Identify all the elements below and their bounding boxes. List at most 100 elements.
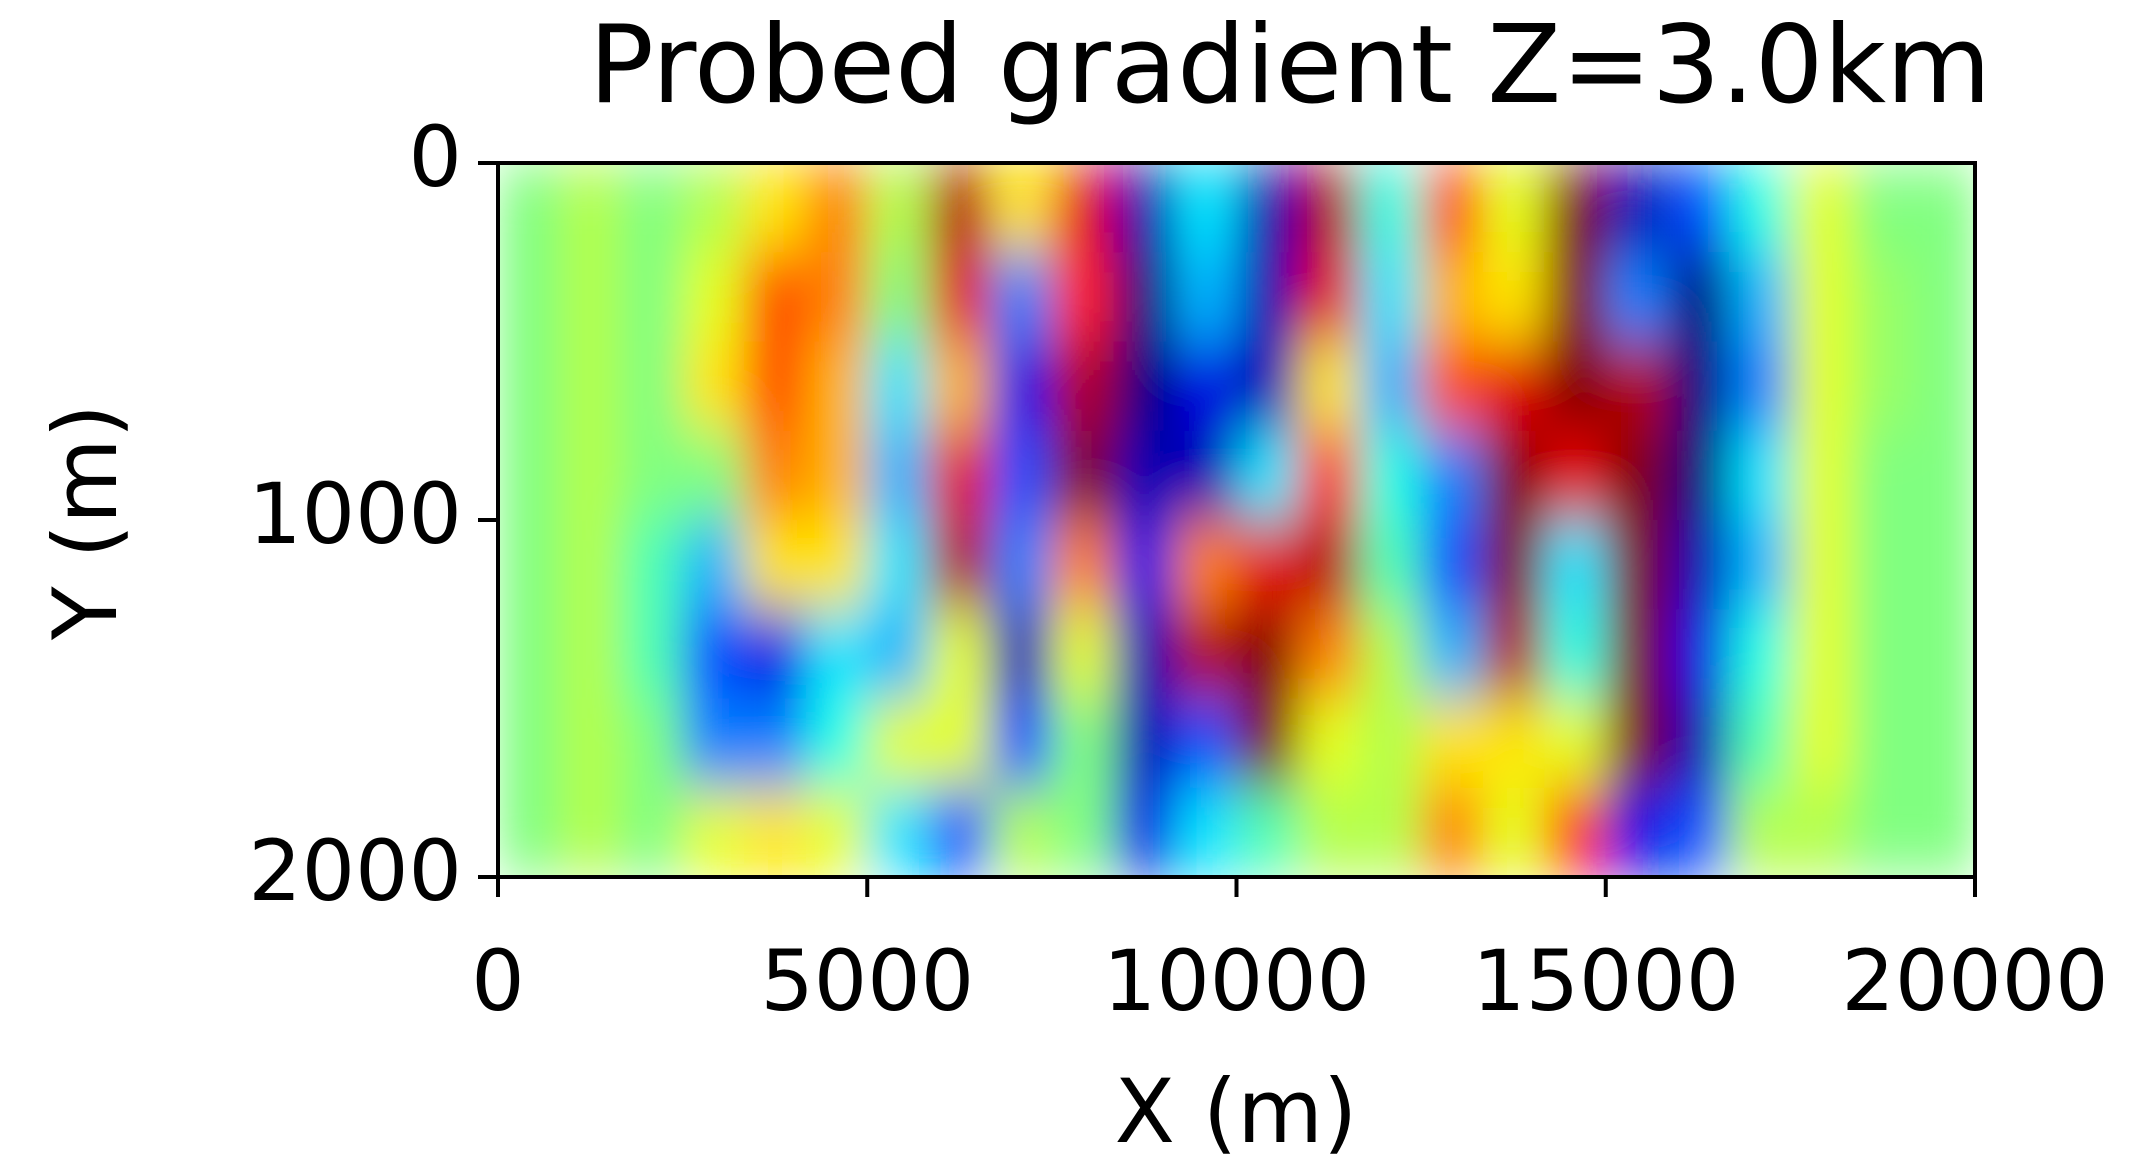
heatmap-cell bbox=[928, 252, 991, 342]
heatmap-cell bbox=[1236, 252, 1299, 342]
chart-title: Probed gradient Z=3.0km bbox=[589, 3, 1991, 128]
heatmap-cell bbox=[1728, 341, 1791, 432]
heatmap-cell bbox=[1421, 341, 1484, 432]
heatmap-cell bbox=[990, 341, 1053, 432]
heatmap-cell bbox=[1051, 698, 1114, 789]
heatmap-cell bbox=[1913, 341, 1975, 432]
heatmap bbox=[498, 163, 1975, 877]
heatmap-cell bbox=[805, 252, 868, 342]
heatmap-cell bbox=[1851, 341, 1914, 432]
heatmap-cell bbox=[1605, 609, 1668, 699]
heatmap-cell bbox=[805, 163, 868, 253]
heatmap-cell bbox=[1174, 520, 1237, 610]
heatmap-cell bbox=[1728, 520, 1791, 610]
heatmap-cell bbox=[1174, 698, 1237, 789]
heatmap-cell bbox=[559, 163, 622, 253]
heatmap-cell bbox=[1359, 341, 1422, 432]
heatmap-cell bbox=[1728, 252, 1791, 342]
heatmap-cell bbox=[1728, 430, 1791, 521]
heatmap-cell bbox=[1482, 698, 1545, 789]
heatmap-cell bbox=[928, 520, 991, 610]
heatmap-cell bbox=[867, 698, 930, 789]
heatmap-cell bbox=[1298, 341, 1361, 432]
heatmap-cell bbox=[990, 520, 1053, 610]
heatmap-cell bbox=[559, 609, 622, 699]
heatmap-cell bbox=[1113, 163, 1176, 253]
heatmap-cell bbox=[1421, 163, 1484, 253]
heatmap-cell bbox=[744, 787, 807, 877]
heatmap-cell bbox=[1298, 698, 1361, 789]
heatmap-cell bbox=[1605, 341, 1668, 432]
heatmap-cell bbox=[1667, 252, 1730, 342]
heatmap-cell bbox=[1482, 520, 1545, 610]
heatmap-cell bbox=[621, 520, 684, 610]
heatmap-cell bbox=[1113, 520, 1176, 610]
heatmap-cell bbox=[867, 430, 930, 521]
x-tick-label: 10000 bbox=[1103, 932, 1370, 1030]
heatmap-cell bbox=[559, 430, 622, 521]
y-axis-label: Y (m) bbox=[34, 404, 137, 641]
heatmap-cell bbox=[1359, 609, 1422, 699]
heatmap-cell bbox=[559, 520, 622, 610]
heatmap-cell bbox=[1051, 430, 1114, 521]
heatmap-cell bbox=[1298, 430, 1361, 521]
heatmap-cell bbox=[928, 787, 991, 877]
heatmap-cell bbox=[1298, 252, 1361, 342]
heatmap-cell bbox=[621, 252, 684, 342]
heatmap-cell bbox=[682, 698, 745, 789]
heatmap-cell bbox=[621, 698, 684, 789]
x-axis-label: X (m) bbox=[1115, 1060, 1358, 1163]
heatmap-cell bbox=[1605, 698, 1668, 789]
x-tick-label: 0 bbox=[471, 932, 524, 1030]
heatmap-cell bbox=[1174, 430, 1237, 521]
heatmap-cell bbox=[621, 609, 684, 699]
heatmap-cell bbox=[1359, 163, 1422, 253]
heatmap-cell bbox=[559, 341, 622, 432]
heatmap-cell bbox=[1790, 520, 1853, 610]
heatmap-cell bbox=[1482, 252, 1545, 342]
heatmap-cell bbox=[1113, 341, 1176, 432]
heatmap-cell bbox=[1728, 163, 1791, 253]
heatmap-cell bbox=[1851, 520, 1914, 610]
heatmap-cell bbox=[1544, 787, 1607, 877]
heatmap-cell bbox=[1851, 430, 1914, 521]
heatmap-cell bbox=[1113, 252, 1176, 342]
heatmap-cell bbox=[1851, 698, 1914, 789]
heatmap-cell bbox=[1544, 252, 1607, 342]
heatmap-cell bbox=[867, 787, 930, 877]
heatmap-cell bbox=[1913, 163, 1975, 253]
heatmap-cell bbox=[1851, 609, 1914, 699]
heatmap-cell bbox=[805, 787, 868, 877]
heatmap-cell bbox=[1913, 520, 1975, 610]
heatmap-cell bbox=[1236, 698, 1299, 789]
heatmap-cell bbox=[867, 341, 930, 432]
heatmap-cell bbox=[1667, 520, 1730, 610]
heatmap-cell bbox=[867, 609, 930, 699]
heatmap-cell bbox=[1359, 520, 1422, 610]
heatmap-cell bbox=[1728, 787, 1791, 877]
heatmap-cell bbox=[1359, 430, 1422, 521]
heatmap-cell bbox=[621, 430, 684, 521]
heatmap-cell bbox=[928, 163, 991, 253]
heatmap-cell bbox=[1174, 341, 1237, 432]
heatmap-cell bbox=[1851, 787, 1914, 877]
heatmap-cell bbox=[805, 520, 868, 610]
heatmap-cell bbox=[1174, 609, 1237, 699]
heatmap-cell bbox=[1851, 163, 1914, 253]
heatmap-cell bbox=[1298, 520, 1361, 610]
heatmap-cell bbox=[744, 430, 807, 521]
heatmap-cell bbox=[1790, 341, 1853, 432]
y-tick-label: 1000 bbox=[248, 465, 462, 563]
plot-area bbox=[498, 163, 1975, 877]
heatmap-cell bbox=[1051, 787, 1114, 877]
heatmap-cell bbox=[1544, 341, 1607, 432]
x-tick-label: 20000 bbox=[1841, 932, 2108, 1030]
heatmap-cell bbox=[867, 252, 930, 342]
heatmap-cell bbox=[928, 609, 991, 699]
heatmap-cell bbox=[1051, 252, 1114, 342]
heatmap-cell bbox=[1667, 698, 1730, 789]
heatmap-cell bbox=[1359, 252, 1422, 342]
heatmap-cell bbox=[1421, 252, 1484, 342]
heatmap-cell bbox=[1482, 341, 1545, 432]
